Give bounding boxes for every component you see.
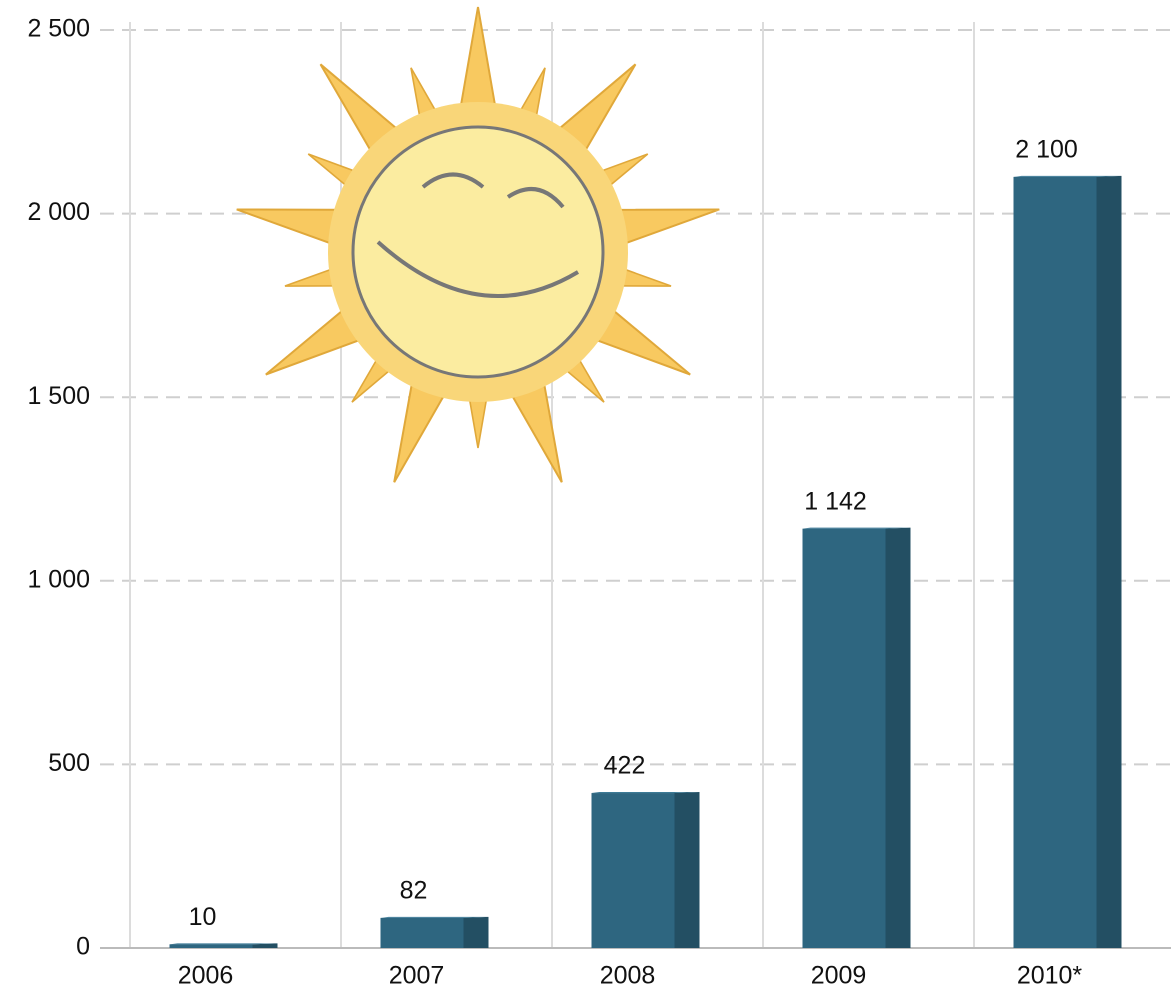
x-tick-label: 2007	[389, 962, 445, 990]
bar-side	[463, 916, 489, 948]
bar-side	[252, 943, 278, 948]
bar-side	[674, 792, 700, 948]
value-label: 1 142	[804, 487, 867, 515]
bar-group	[380, 916, 489, 948]
bar	[169, 944, 253, 948]
bar-top	[591, 792, 700, 794]
sun-illustration	[231, 6, 725, 491]
value-label: 10	[189, 903, 217, 931]
y-tick-label: 1 000	[27, 565, 90, 593]
bar	[1013, 176, 1097, 948]
x-tick-label: 2009	[811, 962, 867, 990]
value-label: 82	[400, 876, 428, 904]
y-tick-label: 2 500	[27, 15, 90, 43]
y-tick-label: 1 500	[27, 382, 90, 410]
y-tick-label: 2 000	[27, 198, 90, 226]
bar-group	[169, 943, 278, 948]
y-tick-label: 0	[76, 933, 90, 961]
bar-group	[1013, 175, 1122, 948]
bar	[802, 528, 886, 948]
bar	[591, 793, 675, 948]
x-tick-label: 2006	[178, 962, 234, 990]
value-label: 422	[604, 752, 646, 780]
bar-top	[380, 916, 489, 918]
y-tick-label: 500	[48, 749, 90, 777]
x-tick-label: 2008	[600, 962, 656, 990]
x-tick-label: 2010*	[1017, 962, 1083, 990]
bar	[380, 917, 464, 948]
bar-top	[802, 527, 911, 529]
bar-side	[1096, 175, 1122, 948]
value-label: 2 100	[1015, 135, 1078, 163]
bar-group	[802, 527, 911, 948]
bar-group	[591, 792, 700, 948]
bar-layer: 10 82 422 1 142 2 100	[169, 135, 1122, 948]
bar-top	[1013, 175, 1122, 177]
bar-side	[885, 527, 911, 948]
bar-top	[169, 943, 278, 945]
